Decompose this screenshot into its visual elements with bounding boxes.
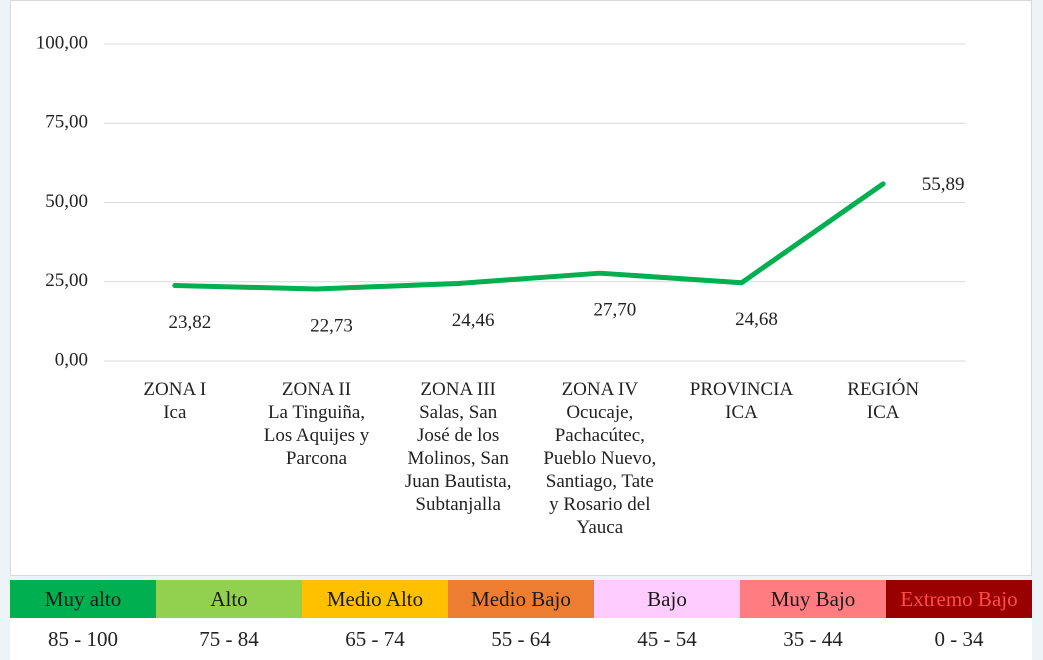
scale-range: 55 - 64 (448, 618, 594, 660)
line (172, 181, 886, 292)
scale-label: Medio Alto (302, 580, 448, 618)
y-tick-label: 0,00 (55, 349, 88, 370)
scale-label: Medio Bajo (448, 580, 594, 618)
scale-range: 0 - 34 (886, 618, 1032, 660)
y-tick-label: 50,00 (45, 191, 88, 212)
scale-label: Alto (156, 580, 302, 618)
y-tick-label: 100,00 (36, 32, 88, 53)
x-tick-label: PROVINCIA ICA (689, 379, 794, 423)
scale-label: Bajo (594, 580, 740, 618)
x-tick-label: ZONA IV Ocucaje, Pachacútec, Pueblo Nuev… (543, 379, 657, 538)
scale-range: 35 - 44 (740, 618, 886, 660)
data-label: 23,82 (168, 312, 211, 333)
data-label: 22,73 (310, 315, 353, 336)
data-label: 24,46 (452, 310, 495, 331)
chart: 0,00 25,00 50,00 75,00 100,00 23,82 22,73 24,46… (36, 32, 965, 370)
y-tick-label: 25,00 (45, 270, 88, 291)
data-label: 27,70 (593, 300, 636, 321)
x-tick-label: ZONA I Ica (143, 379, 207, 423)
x-tick-label: ZONA II La Tinguiña, Los Aquijes y Parco… (263, 379, 370, 469)
data-label: 24,68 (735, 309, 778, 330)
scale-range: 65 - 74 (302, 618, 448, 660)
scale-label: Muy alto (10, 580, 156, 618)
scale-range: 85 - 100 (10, 618, 156, 660)
scale-range: 45 - 54 (594, 618, 740, 660)
scale-label: Extremo Bajo (886, 580, 1032, 618)
x-tick-label: ZONA III Salas, San José de los Molinos,… (404, 379, 512, 515)
scale-label: Muy Bajo (740, 580, 886, 618)
data-label: 55,89 (922, 174, 965, 195)
x-tick-label: REGIÓN ICA (847, 379, 920, 423)
y-tick-label: 75,00 (45, 112, 88, 133)
scale-range: 75 - 84 (156, 618, 302, 660)
